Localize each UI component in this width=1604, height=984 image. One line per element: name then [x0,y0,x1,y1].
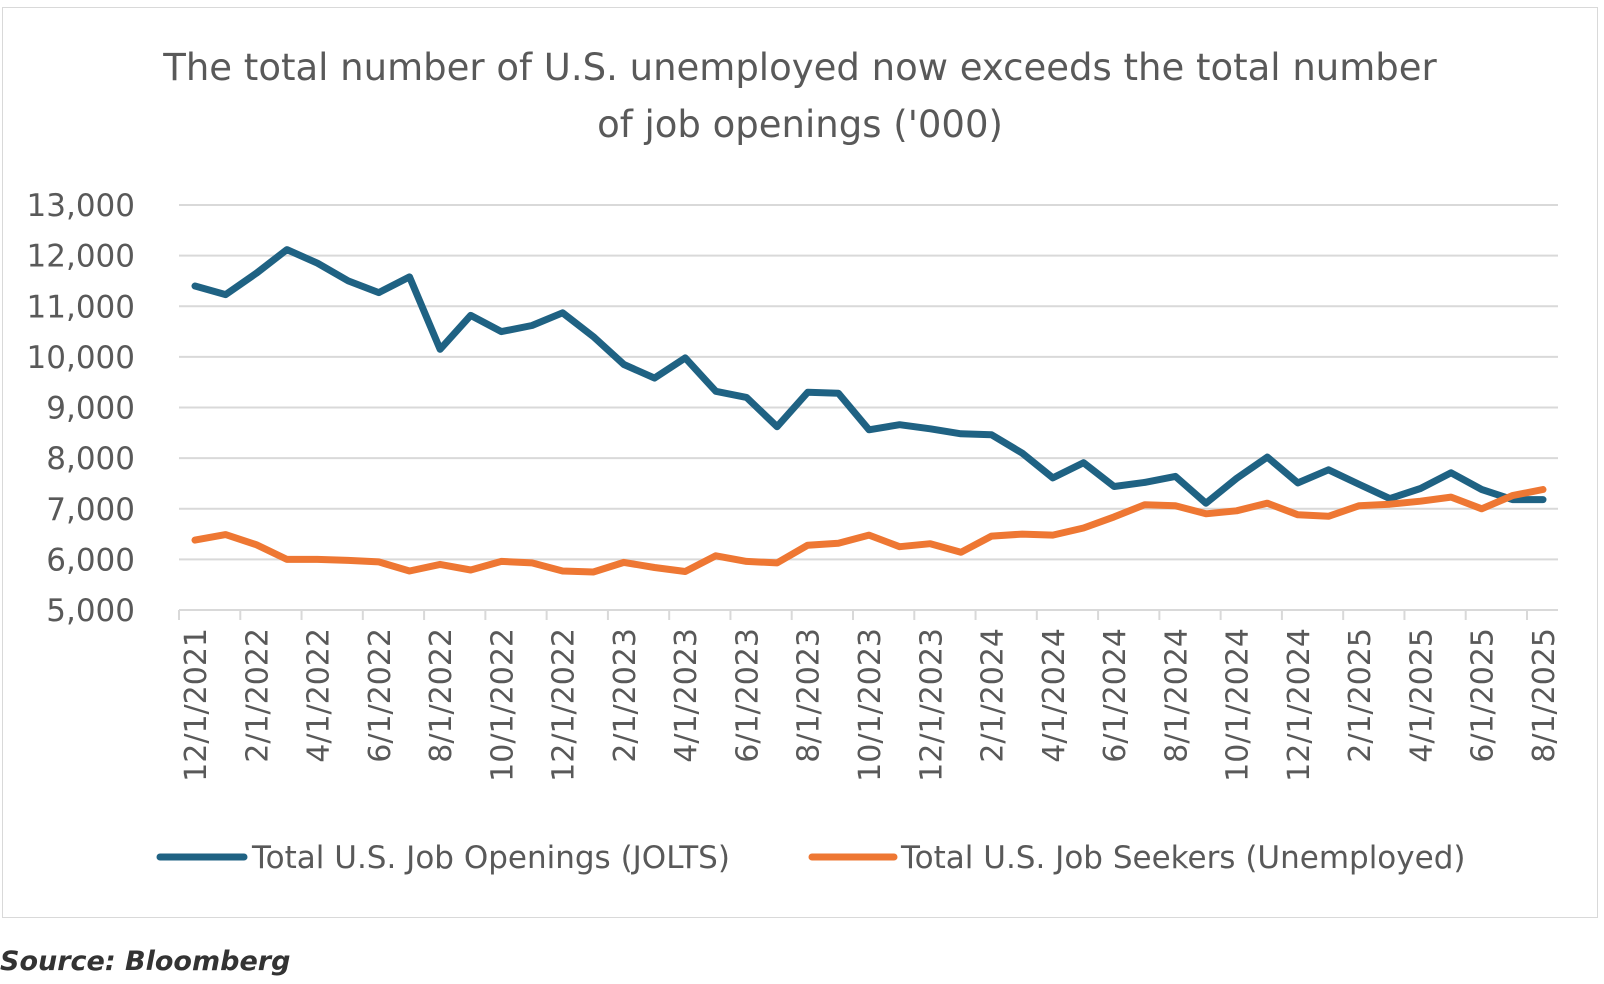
legend-label-job-openings: Total U.S. Job Openings (JOLTS) [251,840,730,876]
y-tick-label: 5,000 [46,593,135,629]
x-tick-label: 4/1/2022 [302,628,337,763]
x-tick-label: 8/1/2022 [424,628,459,763]
x-tick-label: 8/1/2023 [792,628,827,763]
x-tick-label: 12/1/2021 [179,628,214,782]
x-tick-label: 6/1/2023 [730,628,765,763]
x-tick-label: 4/1/2023 [669,628,704,763]
x-tick-label: 4/1/2024 [1037,628,1072,763]
x-tick-label: 12/1/2024 [1282,628,1317,782]
data-series [191,246,1547,576]
x-axis [178,609,1558,620]
x-tick-label: 6/1/2024 [1098,628,1133,763]
chart-title-line-2: of job openings ('000) [597,103,1003,146]
y-tick-label: 13,000 [27,188,135,224]
x-tick-label: 2/1/2023 [608,628,643,763]
x-tick-label: 12/1/2022 [547,628,582,782]
x-tick-label: 2/1/2025 [1343,628,1378,763]
series-line-job-openings [191,246,1547,507]
x-tick-label: 12/1/2023 [914,628,949,782]
x-tick-label: 2/1/2024 [976,628,1011,763]
x-tick-label: 10/1/2023 [853,628,888,782]
x-tick-label: 10/1/2022 [485,628,520,782]
series-line-job-seekers [191,486,1547,576]
x-axis-tick-labels: 12/1/2021 2/1/2022 4/1/2022 6/1/2022 8/1/202… [179,628,1562,782]
y-tick-label: 6,000 [46,542,135,578]
y-tick-label: 12,000 [27,239,135,275]
x-tick-label: 8/1/2025 [1527,628,1562,763]
x-tick-label: 8/1/2024 [1159,628,1194,763]
source-note: Source: Bloomberg [0,946,291,977]
y-axis-tick-labels: 5,000 6,000 7,000 8,000 9,000 10,000 11,000 12,… [27,188,135,629]
x-tick-label: 6/1/2022 [363,628,398,763]
x-tick-label: 10/1/2024 [1221,628,1256,782]
y-tick-label: 11,000 [27,289,135,325]
gridlines [179,204,1558,611]
chart-frame [2,7,1598,918]
x-tick-label: 4/1/2025 [1404,628,1439,763]
chart-title: The total number of U.S. unemployed now … [162,46,1437,146]
legend: Total U.S. Job Openings (JOLTS) Total U.… [156,840,1465,876]
x-tick-label: 2/1/2022 [240,628,275,763]
y-tick-label: 7,000 [46,492,135,528]
chart-title-line-1: The total number of U.S. unemployed now … [162,46,1437,89]
y-tick-label: 10,000 [27,340,135,376]
y-tick-label: 8,000 [46,441,135,477]
x-tick-label: 6/1/2025 [1466,628,1501,763]
y-tick-label: 9,000 [46,391,135,427]
legend-label-job-seekers: Total U.S. Job Seekers (Unemployed) [900,840,1465,876]
